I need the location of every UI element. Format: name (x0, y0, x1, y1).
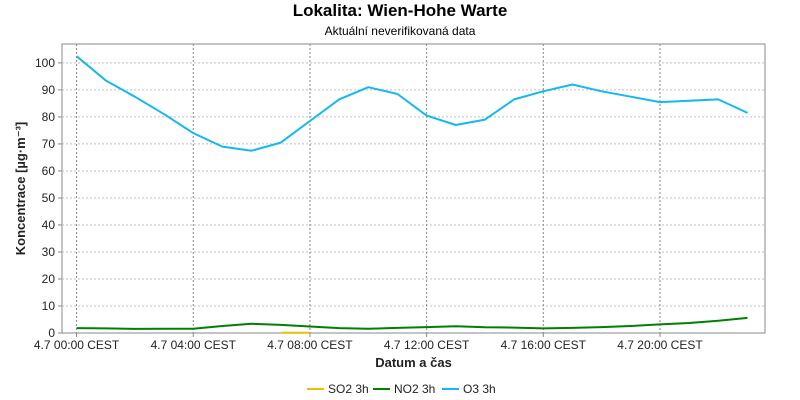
x-tick-label: 4.7 16:00 CEST (501, 338, 587, 352)
legend-label: SO2 3h (328, 382, 369, 396)
y-tick-label: 90 (42, 83, 56, 97)
y-tick-label: 0 (48, 326, 55, 340)
y-tick-label: 100 (35, 56, 55, 70)
x-tick-label: 4.7 12:00 CEST (384, 338, 470, 352)
x-axis-ticks: 4.7 00:00 CEST 4.7 04:00 CEST 4.7 08:00 CE… (34, 333, 703, 352)
plot-area (61, 43, 766, 334)
y-tick-label: 80 (42, 110, 56, 124)
y-tick-label: 10 (42, 299, 56, 313)
y-tick-label: 40 (42, 218, 56, 232)
y-tick-label: 30 (42, 245, 56, 259)
x-axis-label: Datum a čas (375, 355, 452, 370)
series-line-no2-3h (76, 316, 748, 330)
grid (62, 44, 765, 333)
series-line-o3-3h (75, 55, 748, 152)
chart-title: Lokalita: Wien-Hohe Warte (292, 1, 508, 20)
series-lines (75, 55, 748, 334)
y-tick-label: 60 (42, 164, 56, 178)
y-axis-label: Koncentrace [µg·m⁻³] (13, 122, 28, 256)
x-tick-label: 4.7 00:00 CEST (34, 338, 120, 352)
y-axis-ticks: 0 10 20 30 40 50 60 70 80 90 100 (35, 56, 62, 340)
chart-subtitle: Aktuální neverifikovaná data (324, 24, 476, 38)
y-tick-label: 50 (42, 191, 56, 205)
x-tick-label: 4.7 20:00 CEST (617, 338, 703, 352)
x-tick-label: 4.7 04:00 CEST (151, 338, 237, 352)
y-tick-label: 70 (42, 137, 56, 151)
legend: SO2 3h NO2 3h O3 3h (307, 382, 496, 396)
x-tick-label: 4.7 08:00 CEST (267, 338, 353, 352)
y-tick-label: 20 (42, 272, 56, 286)
legend-label: O3 3h (463, 382, 496, 396)
legend-label: NO2 3h (394, 382, 435, 396)
